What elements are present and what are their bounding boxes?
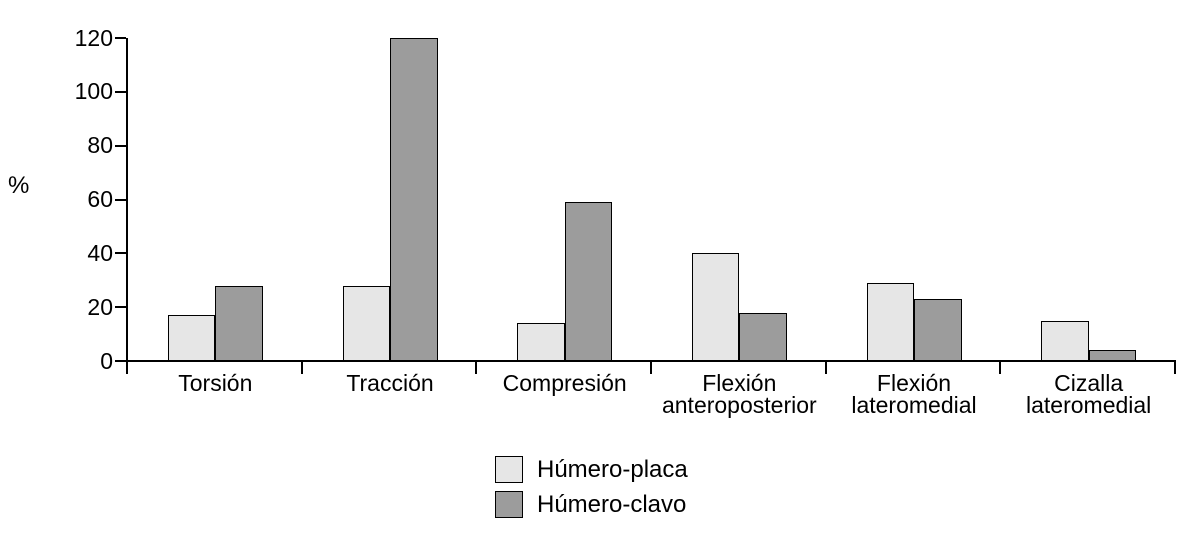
x-tick (650, 361, 652, 374)
y-tick-label: 80 (87, 132, 113, 159)
bar-humero-placa-flexion-anteroposterior (691, 253, 740, 361)
bar-humero-clavo-compresion (564, 202, 613, 361)
y-tick-label: 40 (87, 239, 113, 266)
y-tick (115, 360, 126, 362)
x-tick (475, 361, 478, 374)
legend-swatch-humero-clavo (495, 491, 523, 518)
x-tick (999, 361, 1002, 374)
x-category-label-flexion-lateromedial: Flexión lateromedial (851, 370, 977, 418)
y-tick (115, 144, 126, 147)
y-tick-label: 20 (87, 293, 113, 320)
y-tick-label: 120 (74, 24, 113, 51)
bar-humero-clavo-torsion (215, 285, 263, 361)
y-tick (115, 37, 126, 39)
bar-humero-clavo-cizalla-lateromedial (1088, 350, 1137, 361)
bar-humero-placa-torsion (167, 315, 216, 361)
y-tick (115, 252, 126, 255)
legend-item-humero-clavo: Húmero-clavo (495, 491, 688, 518)
y-tick (115, 198, 126, 201)
x-category-label-cizalla-lateromedial: Cizalla lateromedial (1026, 370, 1152, 418)
x-tick (300, 361, 303, 374)
y-tick-label: 60 (87, 186, 113, 212)
bar-humero-clavo-flexion-lateromedial (914, 299, 962, 361)
x-category-label-torsion: Torsión (178, 370, 253, 396)
legend-item-humero-placa: Húmero-placa (495, 456, 688, 483)
bar-humero-placa-traccion (342, 285, 390, 361)
x-tick (1174, 361, 1176, 374)
y-tick (115, 90, 126, 93)
x-category-label-flexion-anteroposterior: Flexión anteroposterior (661, 370, 817, 418)
x-tick (824, 361, 827, 374)
x-category-label-traccion: Tracción (346, 370, 434, 396)
y-axis-line (126, 38, 128, 363)
bar-humero-placa-compresion (517, 323, 565, 361)
bar-humero-clavo-traccion (390, 38, 438, 361)
y-axis-label: % (8, 172, 30, 199)
y-tick-label: 0 (100, 347, 113, 374)
legend-label-humero-clavo: Húmero-clavo (537, 491, 687, 518)
bar-humero-clavo-flexion-anteroposterior (739, 312, 787, 361)
legend: Húmero-placa Húmero-clavo (495, 456, 688, 518)
y-tick (115, 306, 126, 309)
y-tick-label: 100 (74, 78, 113, 105)
x-tick (126, 361, 128, 374)
legend-swatch-humero-placa (495, 456, 523, 483)
bar-humero-placa-flexion-lateromedial (866, 282, 914, 361)
bar-humero-placa-cizalla-lateromedial (1041, 320, 1089, 361)
legend-label-humero-placa: Húmero-placa (537, 456, 688, 483)
x-category-label-compresion: Compresión (502, 370, 627, 396)
